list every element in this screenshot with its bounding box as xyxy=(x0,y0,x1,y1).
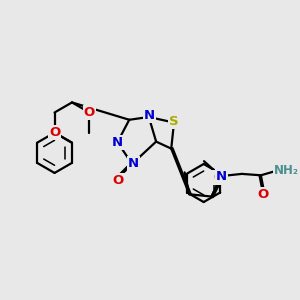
Text: O: O xyxy=(49,126,60,139)
Text: O: O xyxy=(112,174,124,187)
Text: NH₂: NH₂ xyxy=(274,164,298,177)
Text: N: N xyxy=(128,158,139,170)
Text: N: N xyxy=(144,109,155,122)
Text: O: O xyxy=(257,188,269,201)
Text: O: O xyxy=(213,171,225,184)
Text: N: N xyxy=(112,136,123,149)
Text: O: O xyxy=(84,106,95,119)
Text: N: N xyxy=(216,169,227,183)
Text: S: S xyxy=(169,115,179,128)
